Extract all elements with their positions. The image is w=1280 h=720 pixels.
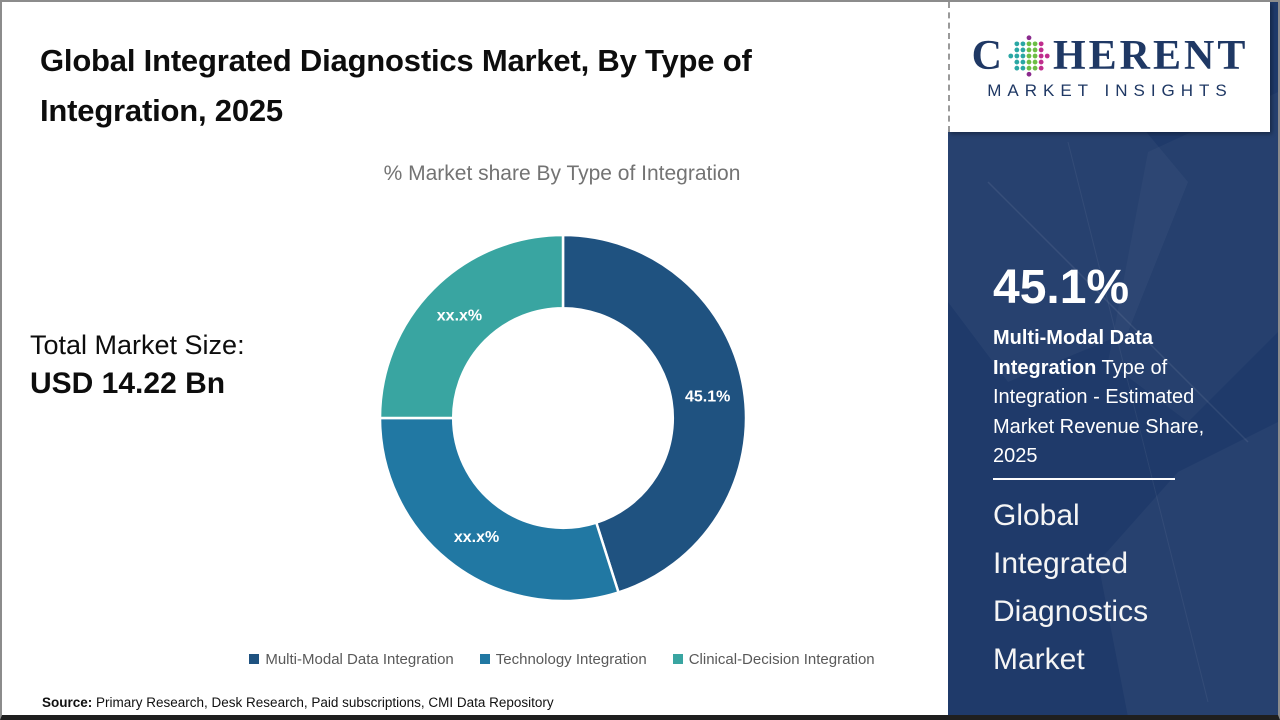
- logo-dot: [1020, 65, 1026, 71]
- donut-segment-label-1: 45.1%: [685, 389, 730, 406]
- headline-stat-segment: Multi-Modal Data Integration: [993, 327, 1153, 379]
- logo-dotted-o-icon: [1008, 35, 1050, 77]
- logo-dot: [1020, 59, 1026, 65]
- page-title: Global Integrated Diagnostics Market, By…: [40, 43, 752, 128]
- donut-segment-label-2: xx.x%: [454, 529, 499, 546]
- source-label: Source:: [42, 695, 93, 710]
- logo-dot: [1032, 65, 1038, 71]
- company-logo: C HERENT MARKET INSIGHTS: [948, 2, 1270, 132]
- legend-item-3: Clinical-Decision Integration: [672, 650, 875, 668]
- legend-label: Multi-Modal Data Integration: [265, 650, 454, 668]
- logo-dot: [1038, 41, 1044, 47]
- total-market-size-value: USD 14.22 Bn: [30, 367, 226, 400]
- report-name: Global Integrated Diagnostics Market: [993, 492, 1148, 684]
- report-name-line: Integrated: [993, 547, 1129, 580]
- logo-dot: [1014, 59, 1020, 65]
- donut-segment-1: [561, 233, 748, 594]
- total-market-size-label: Total Market Size:: [30, 330, 245, 360]
- logo-dot: [1008, 53, 1014, 59]
- logo-dot: [1038, 65, 1044, 71]
- logo-dot: [1044, 53, 1050, 59]
- headline-stat-description: Multi-Modal Data Integration Type of Int…: [993, 324, 1228, 472]
- source-line: Source: Primary Research, Desk Research,…: [42, 695, 554, 710]
- logo-dot: [1014, 53, 1020, 59]
- logo-dot: [1020, 53, 1026, 59]
- source-text: Primary Research, Desk Research, Paid su…: [92, 695, 554, 710]
- logo-dot: [1038, 53, 1044, 59]
- donut-segment-3: [378, 233, 565, 420]
- side-divider: [993, 478, 1175, 480]
- logo-dot: [1032, 53, 1038, 59]
- logo-dot: [1014, 65, 1020, 71]
- logo-word-start: C: [971, 33, 1005, 79]
- legend-label: Technology Integration: [495, 650, 647, 668]
- logo-dot: [1014, 41, 1020, 47]
- donut-segment-2: [378, 416, 620, 603]
- logo-dot: [1026, 71, 1032, 77]
- side-panel: C HERENT MARKET INSIGHTS 45.1% Multi-Mod…: [948, 2, 1278, 715]
- legend-swatch-icon: [479, 654, 490, 664]
- donut-chart-svg: 45.1% xx.x% xx.x%: [378, 233, 748, 603]
- logo-dot: [1026, 47, 1032, 53]
- logo-dot: [1014, 47, 1020, 53]
- logo-dot: [1026, 41, 1032, 47]
- logo-dot: [1020, 41, 1026, 47]
- logo-dot: [1038, 47, 1044, 53]
- logo-dot: [1020, 47, 1026, 53]
- legend-label: Clinical-Decision Integration: [688, 650, 875, 668]
- logo-subline: MARKET INSIGHTS: [987, 81, 1233, 100]
- legend-item-1: Multi-Modal Data Integration: [249, 650, 454, 668]
- logo-dot: [1032, 41, 1038, 47]
- total-market-size-block: Total Market Size: USD 14.22 Bn: [30, 326, 245, 404]
- logo-dot: [1026, 59, 1032, 65]
- logo-dot: [1026, 65, 1032, 71]
- logo-dot: [1032, 47, 1038, 53]
- headline-stat-rest: Type of Integration - Estimated Market R…: [993, 356, 1205, 468]
- donut-segment-label-3: xx.x%: [437, 307, 482, 324]
- legend-swatch-icon: [249, 654, 260, 664]
- logo-dot: [1032, 59, 1038, 65]
- chart-subtitle: % Market share By Type of Integration: [383, 162, 741, 185]
- legend-item-2: Technology Integration: [479, 650, 647, 668]
- chart-legend: Multi-Modal Data Integration Technology I…: [92, 646, 1032, 672]
- logo-wordmark: C HERENT: [972, 33, 1249, 79]
- donut-chart: 45.1% xx.x% xx.x%: [358, 213, 768, 623]
- report-name-line: Global: [993, 499, 1080, 532]
- logo-word-end: HERENT: [1052, 33, 1249, 79]
- logo-dot: [1026, 53, 1032, 59]
- report-name-line: Market: [993, 643, 1085, 676]
- headline-stat-value: 45.1%: [993, 261, 1130, 314]
- logo-dot: [1038, 59, 1044, 65]
- legend-swatch-icon: [672, 654, 683, 664]
- report-name-line: Diagnostics: [993, 595, 1149, 628]
- logo-dot: [1026, 35, 1032, 41]
